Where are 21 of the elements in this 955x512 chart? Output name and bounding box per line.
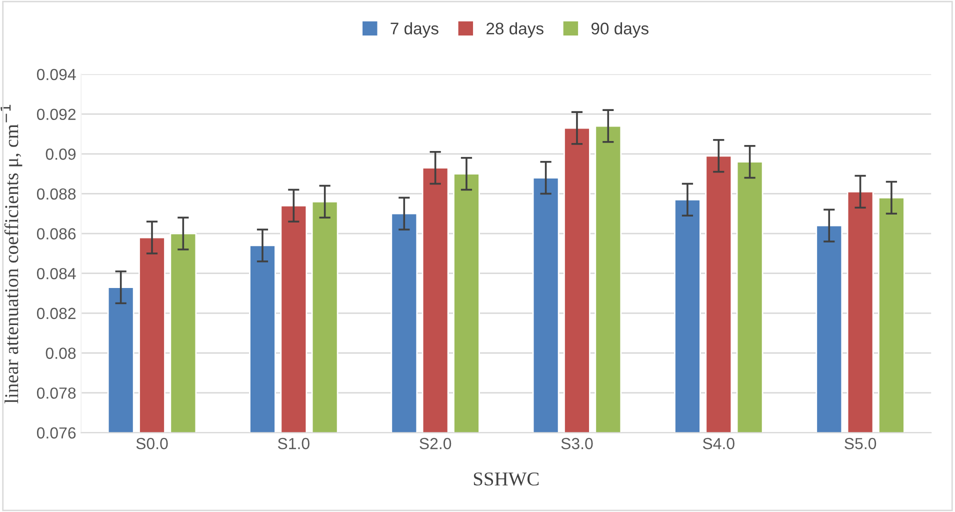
y-tick-label: 0.076 <box>36 427 76 439</box>
y-tick-label: 0.082 <box>36 308 76 320</box>
y-axis-title: linear attenuation coefficients μ, cm$^{−1}$ <box>0 104 22 404</box>
x-tick-label: S1.0 <box>278 438 310 450</box>
y-tick-label: 0.084 <box>36 268 76 280</box>
x-axis-title: SSHWC <box>474 472 539 486</box>
legend-label: 7 days <box>390 22 438 38</box>
legend-label: 28 days <box>486 22 544 38</box>
y-tick-label: 0.078 <box>36 387 76 399</box>
y-tick-label: 0.092 <box>36 108 76 120</box>
y-tick-label: 0.086 <box>36 228 76 240</box>
y-tick-label: 0.08 <box>46 348 76 359</box>
x-tick-label: S0.0 <box>136 438 168 450</box>
y-tick-label: 0.094 <box>36 68 76 80</box>
y-tick-label: 0.088 <box>36 188 76 200</box>
x-tick-label: S2.0 <box>420 438 452 450</box>
legend-label: 90 days <box>591 22 648 38</box>
x-tick-label: S5.0 <box>844 438 876 450</box>
x-tick-label: S3.0 <box>561 438 593 450</box>
y-tick-label: 0.09 <box>46 148 76 160</box>
x-tick-label: S4.0 <box>702 438 734 450</box>
